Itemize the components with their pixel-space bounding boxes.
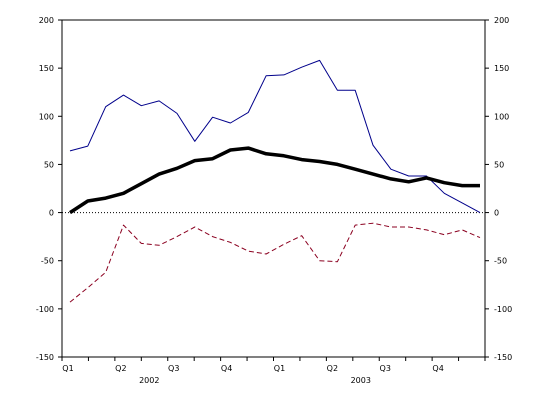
y-tick-label-left: 0 <box>49 209 54 218</box>
y-tick-label-left: 100 <box>39 112 54 121</box>
y-tick-label-left: 200 <box>39 16 54 25</box>
y-tick-label-left: -100 <box>36 305 54 314</box>
series-line-2 <box>69 146 480 215</box>
series-line-3 <box>69 222 481 303</box>
plot-border <box>61 19 486 358</box>
y-tick-label-left: -50 <box>41 257 54 266</box>
series-line-1 <box>69 59 481 214</box>
y-tick-label-left: -150 <box>36 353 54 362</box>
x-tick-label: Q1 <box>274 364 285 373</box>
x-tick-label: Q4 <box>432 364 443 373</box>
y-tick-label-right: -150 <box>494 353 512 362</box>
y-tick-label-right: -100 <box>494 305 512 314</box>
axis-group: -150 -150 -100 -100 -50 -50 0 0 50 50 100 100 150 150… <box>36 16 512 385</box>
plot-frame <box>61 19 486 358</box>
y-tick-label-right: -50 <box>494 257 507 266</box>
y-tick-label-left: 150 <box>39 64 54 73</box>
x-tick-label: Q3 <box>380 364 391 373</box>
x-tick-label: Q2 <box>115 364 126 373</box>
y-tick-label-right: 100 <box>494 112 509 121</box>
x-tick-label: Q3 <box>168 364 179 373</box>
x-year-label: 2002 <box>139 376 159 385</box>
y-tick-label-left: 50 <box>44 160 54 169</box>
x-tick-label: Q4 <box>221 364 232 373</box>
series-group <box>69 59 481 303</box>
x-tick-label: Q1 <box>62 364 73 373</box>
y-tick-label-right: 150 <box>494 64 509 73</box>
x-year-label: 2003 <box>351 376 371 385</box>
x-tick-label: Q2 <box>327 364 338 373</box>
y-tick-label-right: 200 <box>494 16 509 25</box>
y-tick-label-right: 0 <box>494 209 499 218</box>
y-tick-label-right: 50 <box>494 160 504 169</box>
